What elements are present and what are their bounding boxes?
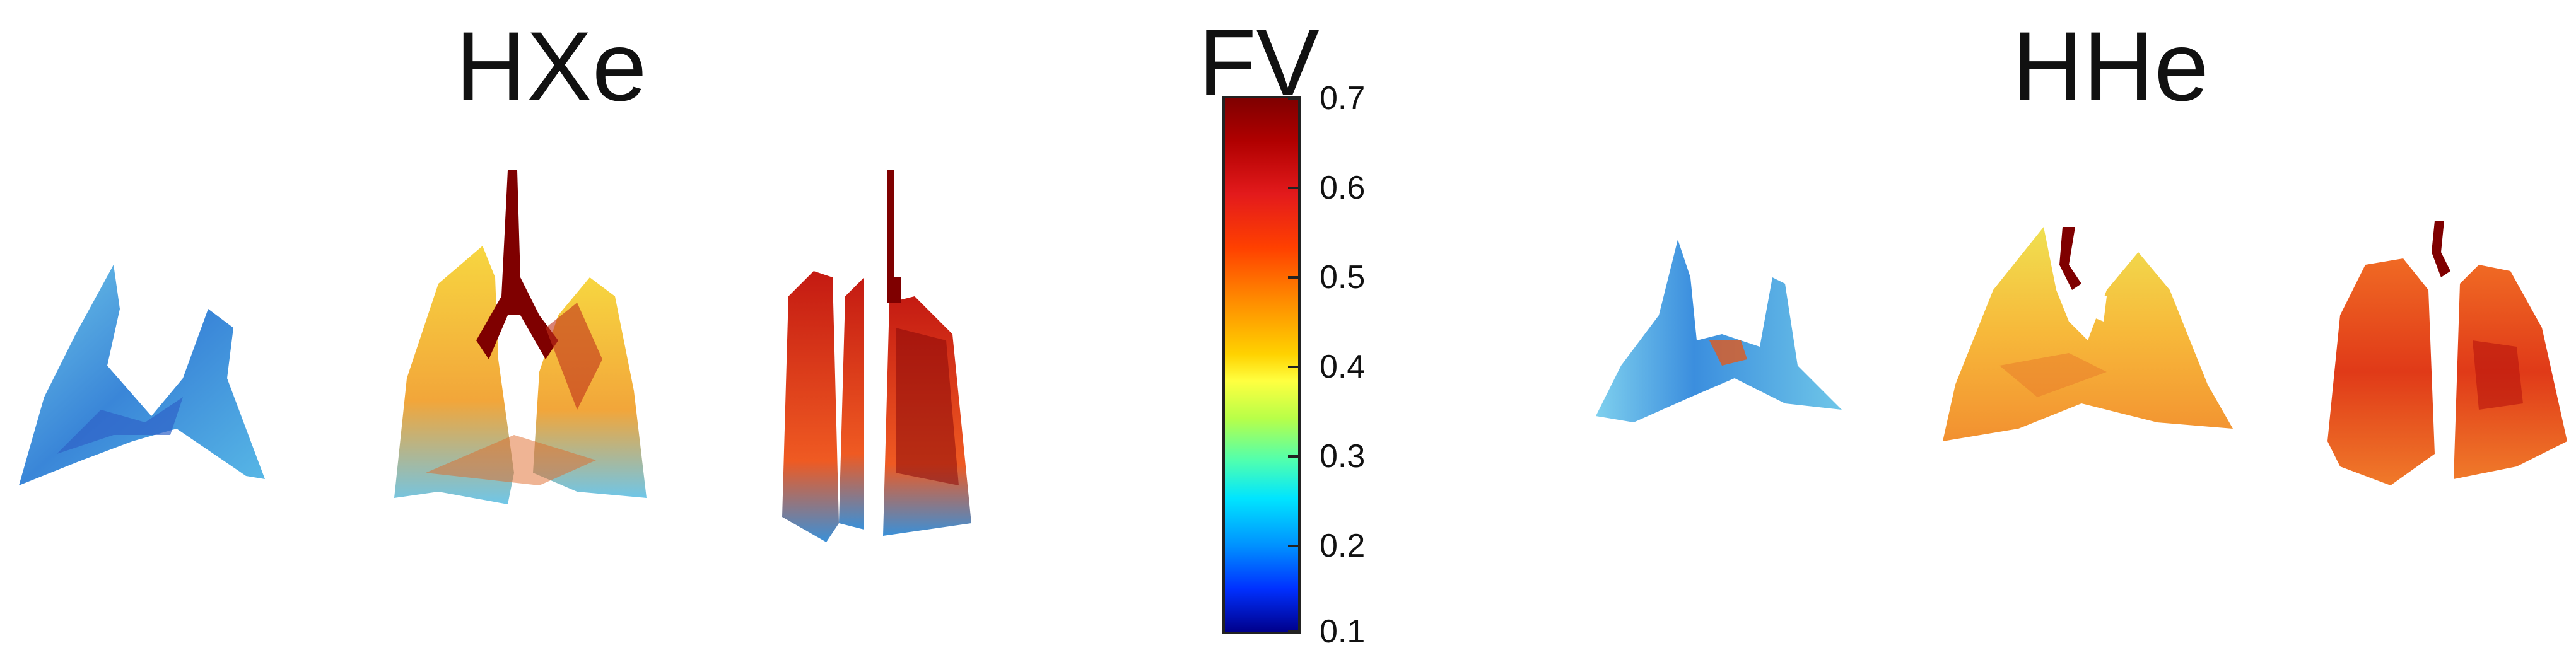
colorbar <box>1222 96 1301 634</box>
lung-map-hhe-3 <box>2327 221 2567 485</box>
lung-map-hxe-3 <box>782 170 971 542</box>
group-title-hxe: HXe <box>455 12 647 122</box>
colorbar-tick-label: 0.7 <box>1320 80 1366 117</box>
lung-map-hxe-1 <box>19 265 265 485</box>
lung-map-hhe-1 <box>1596 240 1842 422</box>
group-title-hhe: HHe <box>2012 12 2210 122</box>
colorbar-tick-mark <box>1288 366 1301 368</box>
colorbar-tick-mark <box>1288 187 1301 189</box>
colorbar-tick-label: 0.5 <box>1320 259 1366 296</box>
colorbar-label: FV <box>1198 9 1320 115</box>
colorbar-tick-mark <box>1288 97 1301 100</box>
colorbar-tick-label: 0.2 <box>1320 528 1366 564</box>
colorbar-tick-mark <box>1288 545 1301 547</box>
lung-map-hhe-2 <box>1943 227 2233 441</box>
colorbar-tick-label: 0.1 <box>1320 613 1366 650</box>
colorbar-tick-label: 0.6 <box>1320 170 1366 206</box>
colorbar-tick-label: 0.3 <box>1320 438 1366 475</box>
lung-map-hxe-2 <box>394 170 647 504</box>
colorbar-tick-mark <box>1288 455 1301 458</box>
colorbar-tick-label: 0.4 <box>1320 349 1366 385</box>
colorbar-tick-mark <box>1288 630 1301 633</box>
colorbar-tick-mark <box>1288 276 1301 279</box>
